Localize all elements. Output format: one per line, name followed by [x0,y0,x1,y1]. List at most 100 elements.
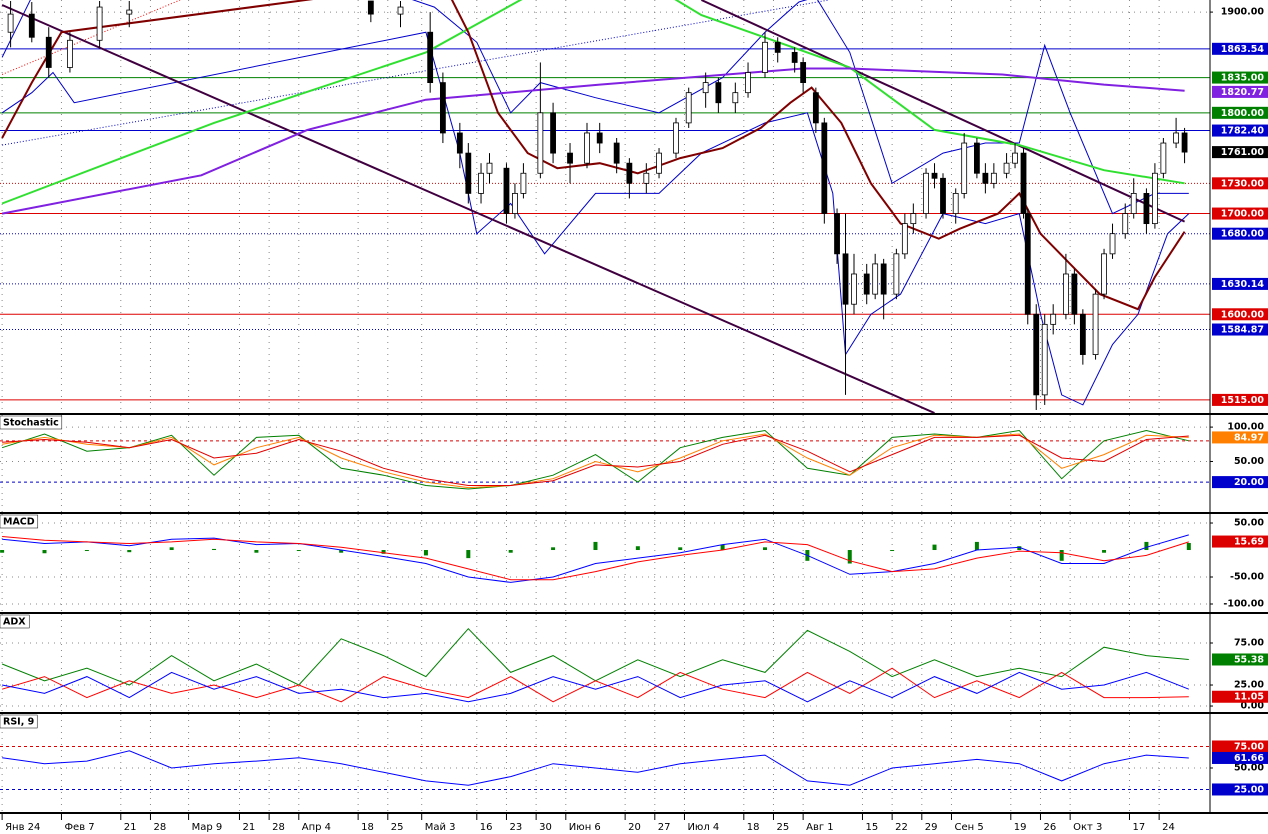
candle-body [567,152,573,164]
overlay-line [1,67,1185,215]
level-label: 1782.40 [1221,126,1265,137]
histogram-bar [169,547,174,551]
histogram-bar [974,541,979,551]
histogram-bar [508,550,513,553]
candle-body [1181,132,1188,153]
candle-body [28,13,35,38]
candle-body [596,132,603,144]
level-label: 1863.54 [1221,44,1265,55]
histogram-bar [296,550,301,552]
x-tick-label: 17 [1132,822,1145,833]
x-tick-label: 29 [925,822,938,833]
candle-body [842,253,849,305]
level-label: 1820.77 [1221,87,1264,98]
candle-body [774,41,781,53]
indicator-line [2,434,1189,486]
panel-title-box [0,714,38,729]
last-value-box [1212,653,1268,666]
x-tick-label: 21 [124,822,137,833]
histogram-bar [1102,550,1107,553]
candle-body [7,13,14,33]
candle-body [1143,193,1150,225]
last-value-box [1212,751,1268,764]
overlay-line [700,0,1186,223]
candle-body [1020,152,1027,214]
x-tick-label: 28 [272,822,285,833]
candle-body [715,82,722,104]
candle-body [613,142,620,164]
x-tick-label: 30 [539,822,552,833]
x-tick-label: Июн 6 [569,822,601,833]
candle-body [685,92,692,124]
histogram-bar [1017,546,1022,551]
level-box [1212,42,1268,55]
candle-body [673,122,679,154]
x-tick-label: 26 [1043,822,1056,833]
candle-body [45,36,52,68]
candle-body [1003,162,1010,174]
histogram-bar [932,544,937,551]
candle-body [96,6,103,41]
overlay-line [1,0,1185,205]
candle-body [456,132,463,154]
level-box [1212,177,1268,190]
candle-body [931,172,938,179]
candle-body [893,253,900,295]
candle-body [982,172,989,184]
x-tick-label: 15 [865,822,878,833]
panel-title-box [0,415,63,430]
y-tick-label: 50.00 [1234,762,1264,773]
histogram-bar [254,550,259,553]
candle-body [923,172,929,214]
candle-body [427,31,434,83]
candle-body [1160,142,1167,174]
candle-body [762,41,768,73]
level-label: 1835.00 [1221,73,1265,84]
level-box [1212,85,1268,98]
histogram-bar [423,550,428,556]
histogram-bar [890,550,895,552]
histogram-bar [593,541,598,551]
histogram-bar [847,550,852,564]
candle-body [1079,313,1086,355]
candle-body [702,82,709,94]
indicator-line [2,534,1189,583]
histogram-bar [678,547,683,551]
level-label: 1730.00 [1221,178,1265,189]
level-label: 25.00 [1234,784,1264,795]
candle-body [1024,213,1031,315]
x-tick-label: 21 [242,822,255,833]
level-box [1212,71,1268,84]
histogram-bar [212,548,217,551]
x-tick-label: 20 [628,822,641,833]
level-label: 75.00 [1234,741,1264,752]
candle-body [67,39,73,68]
level-label: 20.00 [1234,477,1264,488]
x-tick-label: 27 [658,822,671,833]
level-box [1212,124,1268,137]
candle-body [812,92,819,124]
candle-body [800,62,807,84]
last-value-label: 15.69 [1234,537,1264,548]
candle-body [503,167,510,214]
candle-body [439,82,446,134]
candle-body [486,162,493,174]
candle-body [1050,313,1057,325]
candle-body [1122,213,1129,235]
x-tick-label: Сен 5 [954,822,983,833]
candle-body [520,172,527,194]
histogram-bar [381,550,386,554]
overlay-line [1,4,935,413]
level-box [1212,783,1268,796]
candle-body [367,0,374,15]
candle-body [974,142,980,174]
y-tick-label: -100.00 [1223,599,1264,610]
candle-body [626,162,633,184]
y-tick-label: 75.00 [1234,637,1264,648]
panel [0,714,1210,812]
candle-body [126,9,133,15]
candle-body [1092,293,1099,355]
x-tick-label: 25 [776,822,789,833]
candle-body [478,172,484,194]
